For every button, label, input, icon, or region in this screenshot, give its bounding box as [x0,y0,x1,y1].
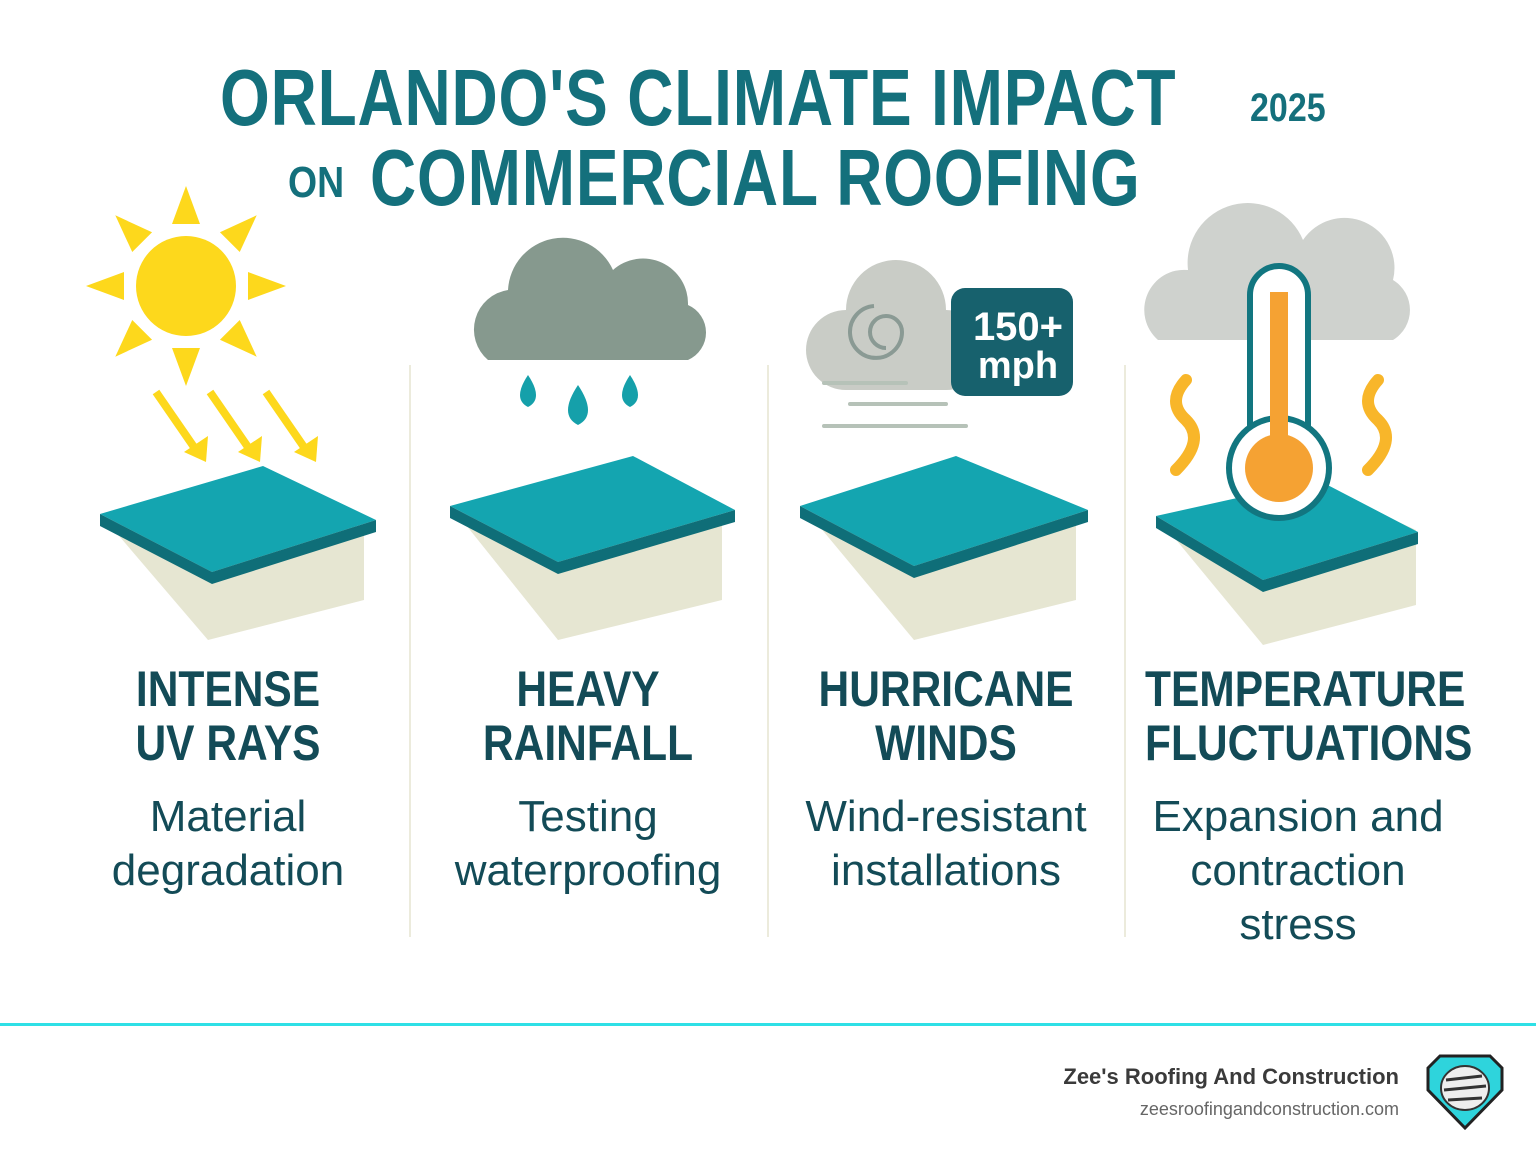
wind-speed-badge: 150+ [973,305,1063,349]
column-description: Expansion and contraction stress [1152,792,1444,949]
divider [1124,365,1126,937]
wind-speed-unit: mph [978,345,1058,387]
title-on: ON [288,158,345,207]
column-description: Wind-resistant installations [805,792,1087,895]
thermometer-icon [1144,203,1418,645]
rain-cloud-icon [450,237,735,640]
brand-name: Zee's Roofing And Construction [1063,1064,1399,1089]
column-rain: HEAVY RAINFALL Testing waterproofing [408,0,768,1000]
column-wind: 150+ mph HURRICANE WINDS Wind-resistant in… [766,0,1126,1000]
wind-icon: 150+ mph [800,260,1088,640]
zebra-logo-icon [1426,1054,1504,1131]
column-description: Material degradation [111,792,345,895]
title-line-1: ORLANDO'S CLIMATE IMPACT [220,53,1177,142]
sun-icon [86,186,376,640]
column-heading: INTENSE UV RAYS [135,661,321,771]
column-uv: INTENSE UV RAYS Material degradation [48,0,408,1000]
column-heading: HURRICANE WINDS [818,661,1074,771]
column-heading: HEAVY RAINFALL [482,661,694,771]
column-description: Testing waterproofing [454,792,722,895]
title-year: 2025 [1250,86,1326,130]
brand-url[interactable]: zeesroofingandconstruction.com [1139,1099,1399,1119]
divider [409,365,411,937]
footer-divider [0,1023,1536,1026]
column-heading: TEMPERATURE FLUCTUATIONS [1145,661,1473,771]
divider [767,365,769,937]
column-temperature: TEMPERATURE FLUCTUATIONS Expansion and con… [1118,0,1478,1000]
title-line-2: COMMERCIAL ROOFING [370,133,1141,222]
